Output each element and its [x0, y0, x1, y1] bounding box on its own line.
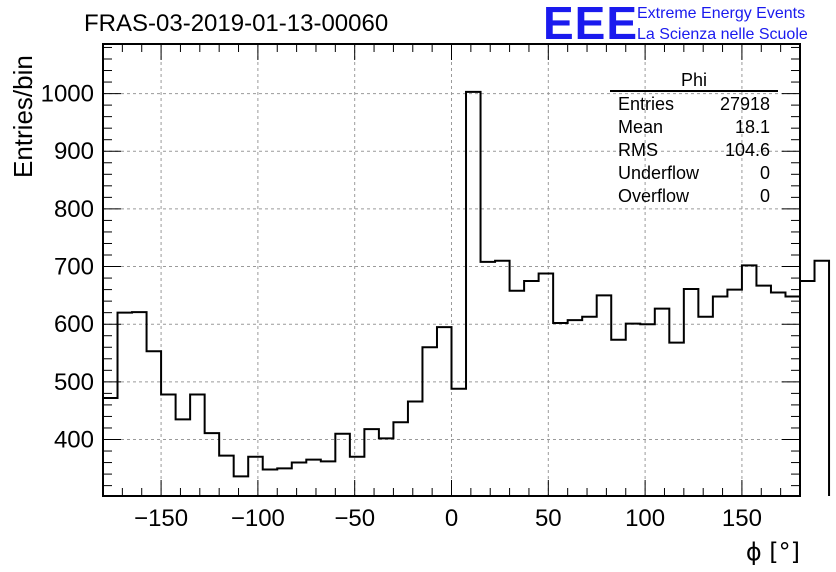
y-tick-label: 1000 — [41, 81, 94, 108]
stats-value: 18.1 — [735, 117, 770, 137]
y-axis-label: Entries/bin — [8, 55, 38, 178]
axis-ticks — [103, 44, 800, 496]
stats-rows: Entries 27918 Mean 18.1 RMS 104.6 Underflow 0 Ov… — [618, 94, 770, 206]
stats-value: 104.6 — [725, 140, 770, 160]
stats-label: Underflow — [618, 163, 700, 183]
logo-subtitle-2: La Scienza nelle Scuole — [637, 26, 808, 43]
x-tick-label: 0 — [445, 505, 458, 532]
stats-value: 0 — [760, 186, 770, 206]
stats-value: 27918 — [720, 94, 770, 114]
stats-value: 0 — [760, 163, 770, 183]
stats-box: Phi Entries 27918 Mean 18.1 RMS 104.6 Underflo… — [610, 70, 778, 206]
y-tick-label: 400 — [54, 427, 94, 454]
stats-label: RMS — [618, 140, 658, 160]
x-tick-label: 50 — [535, 505, 562, 532]
y-tick-label: 900 — [54, 138, 94, 165]
y-tick-label: 800 — [54, 196, 94, 223]
stats-label: Entries — [618, 94, 674, 114]
y-tick-label: 500 — [54, 369, 94, 396]
tick-labels: −150 −100 −50 0 50 100 150 400 500 600 700 800 900 10… — [41, 81, 762, 532]
logo-subtitle-1: Extreme Energy Events — [637, 5, 806, 22]
chart-title: FRAS-03-2019-01-13-00060 — [84, 10, 389, 37]
x-tick-label: 150 — [722, 505, 762, 532]
stats-label: Mean — [618, 117, 663, 137]
y-tick-label: 700 — [54, 254, 94, 281]
x-tick-label: −150 — [134, 505, 188, 532]
stats-name: Phi — [681, 70, 707, 90]
stats-label: Overflow — [618, 186, 690, 206]
grid-lines — [103, 44, 800, 496]
eee-logo: EEE — [543, 0, 639, 49]
x-tick-label: 100 — [625, 505, 665, 532]
x-axis-label: ϕ [°] — [746, 538, 800, 566]
x-tick-label: −100 — [231, 505, 285, 532]
x-tick-label: −50 — [334, 505, 375, 532]
y-tick-label: 600 — [54, 311, 94, 338]
histogram-line — [102, 90, 831, 496]
